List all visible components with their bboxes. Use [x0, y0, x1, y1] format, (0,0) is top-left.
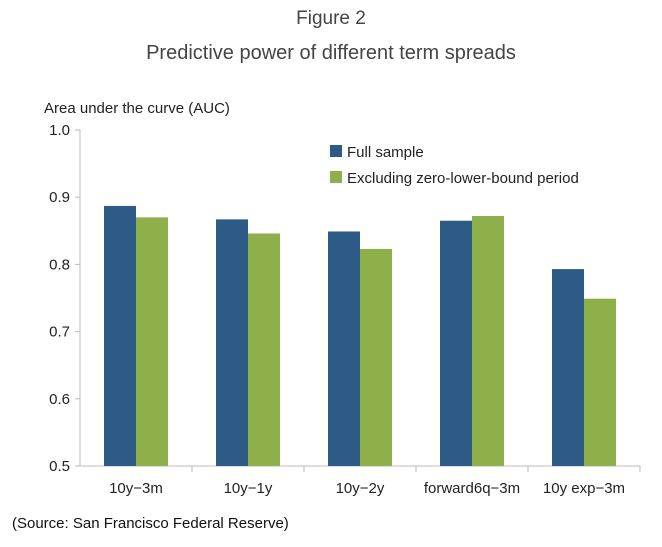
- x-tick-label: 10y−1y: [224, 480, 273, 497]
- legend-label: Full sample: [347, 144, 424, 161]
- axes: 0.5 0.6 0.7 0.8 0.9 1.0 10y−3m 10y−1y 10y−2y forw…: [49, 122, 641, 497]
- bar-excluding-zlb: [584, 298, 616, 466]
- bar-full-sample: [552, 269, 584, 466]
- bar-excluding-zlb: [472, 216, 504, 466]
- bar-full-sample: [216, 219, 248, 466]
- chart-title: Predictive power of different term sprea…: [146, 42, 516, 64]
- x-tick-label: 10y exp−3m: [543, 480, 625, 497]
- figure-label: Figure 2: [296, 8, 366, 29]
- y-tick-label: 0.9: [49, 189, 70, 206]
- bar-excluding-zlb: [248, 233, 280, 466]
- legend-label: Excluding zero-lower-bound period: [347, 170, 579, 187]
- legend-swatch: [330, 145, 342, 157]
- bar-excluding-zlb: [360, 248, 392, 466]
- bar-excluding-zlb: [136, 217, 168, 466]
- y-tick-label: 0.7: [49, 324, 70, 341]
- x-tick-label: 10y−3m: [109, 480, 163, 497]
- y-tick-label: 0.6: [49, 391, 70, 408]
- y-tick-label: 1.0: [49, 122, 70, 139]
- x-tick-label: forward6q−3m: [424, 480, 520, 497]
- source-note: (Source: San Francisco Federal Reserve): [12, 515, 289, 532]
- y-tick-label: 0.8: [49, 256, 70, 273]
- bar-full-sample: [104, 205, 136, 466]
- bars: [104, 205, 616, 466]
- x-tick-label: 10y−2y: [336, 480, 385, 497]
- bar-full-sample: [440, 220, 472, 466]
- y-tick-label: 0.5: [49, 458, 70, 475]
- y-axis-label: Area under the curve (AUC): [44, 100, 230, 117]
- bar-full-sample: [328, 231, 360, 466]
- legend-swatch: [330, 171, 342, 183]
- legend: Full sample Excluding zero-lower-bound pe…: [330, 144, 579, 187]
